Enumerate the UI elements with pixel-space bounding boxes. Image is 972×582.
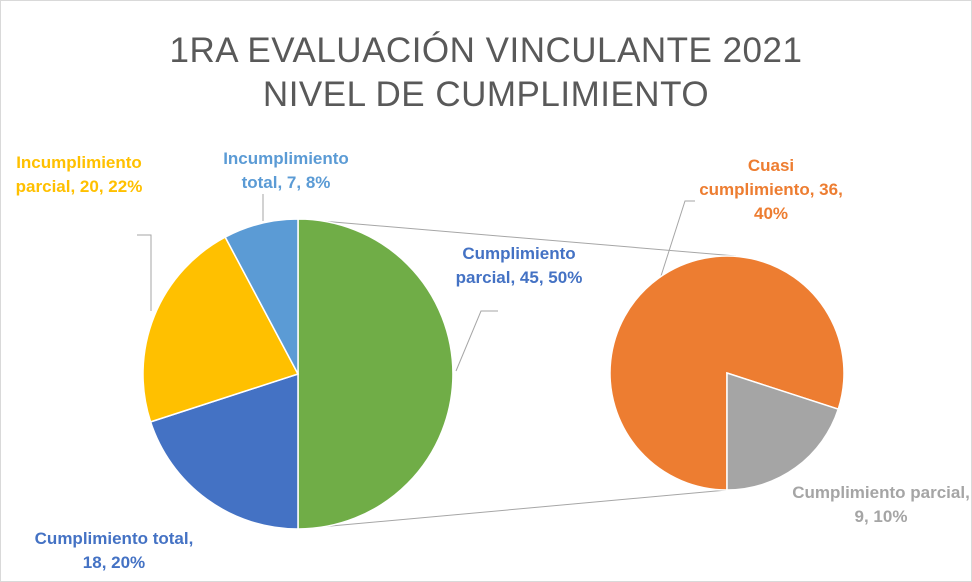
leader-line [660, 200, 695, 277]
pie-slice [297, 218, 454, 530]
pie-slice [609, 255, 845, 491]
pie-slice [224, 218, 299, 375]
data-label: Cumplimiento parcial, 45, 50% [455, 244, 583, 287]
data-label: Incumplimiento total, 7, 8% [223, 149, 349, 192]
data-label: Cuasi cumplimiento, 36, 40% [699, 156, 843, 223]
pie-slice [726, 371, 840, 491]
chart-title: 1RA EVALUACIÓN VINCULANTE 2021 [169, 31, 803, 70]
pie-slice [149, 372, 299, 530]
data-label: Cumplimiento parcial, 9, 10% [792, 483, 970, 526]
chart-title: NIVEL DE CUMPLIMIENTO [262, 75, 710, 114]
pie-slice [142, 236, 300, 423]
leader-line [137, 234, 152, 311]
leader-lines [137, 194, 695, 372]
data-label: Cumplimiento total, 18, 20% [34, 529, 194, 572]
leader-line [455, 310, 498, 372]
connector-line [297, 218, 737, 257]
connector-line [297, 489, 728, 530]
data-label: Incumplimiento parcial, 20, 22% [15, 153, 143, 196]
